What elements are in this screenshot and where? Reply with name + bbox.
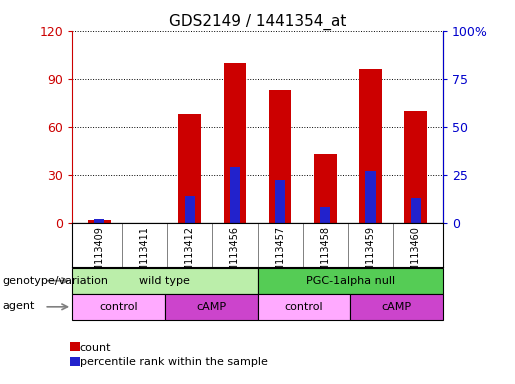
- Bar: [94, 219, 105, 223]
- Text: GDS2149 / 1441354_at: GDS2149 / 1441354_at: [169, 13, 346, 30]
- Text: GSM113411: GSM113411: [140, 226, 149, 285]
- Text: GSM113459: GSM113459: [366, 226, 375, 285]
- Bar: [72, 294, 165, 320]
- Text: GSM113409: GSM113409: [94, 226, 104, 285]
- Bar: [404, 111, 427, 223]
- Bar: [320, 207, 331, 223]
- Text: cAMP: cAMP: [382, 302, 411, 312]
- Bar: [184, 196, 195, 223]
- Text: control: control: [284, 302, 323, 312]
- Text: GSM113458: GSM113458: [320, 226, 330, 285]
- Bar: [70, 342, 80, 351]
- Text: GSM113460: GSM113460: [411, 226, 421, 285]
- Bar: [258, 294, 350, 320]
- Bar: [178, 114, 201, 223]
- Bar: [410, 198, 421, 223]
- Bar: [224, 63, 246, 223]
- Text: control: control: [99, 302, 138, 312]
- Bar: [258, 268, 443, 294]
- Bar: [88, 220, 111, 223]
- Text: agent: agent: [3, 301, 35, 311]
- Text: percentile rank within the sample: percentile rank within the sample: [80, 357, 268, 367]
- Bar: [275, 180, 285, 223]
- Text: PGC-1alpha null: PGC-1alpha null: [305, 276, 395, 286]
- Bar: [165, 294, 258, 320]
- Text: genotype/variation: genotype/variation: [3, 276, 109, 286]
- Text: GSM113412: GSM113412: [185, 226, 195, 285]
- Bar: [359, 69, 382, 223]
- Text: count: count: [80, 343, 111, 353]
- Text: cAMP: cAMP: [196, 302, 226, 312]
- Bar: [350, 294, 443, 320]
- Bar: [314, 154, 337, 223]
- Text: wild type: wild type: [140, 276, 190, 286]
- Bar: [230, 167, 240, 223]
- Bar: [366, 171, 375, 223]
- Bar: [72, 268, 258, 294]
- Bar: [70, 357, 80, 366]
- Text: GSM113457: GSM113457: [275, 226, 285, 285]
- Text: GSM113456: GSM113456: [230, 226, 240, 285]
- Bar: [269, 90, 291, 223]
